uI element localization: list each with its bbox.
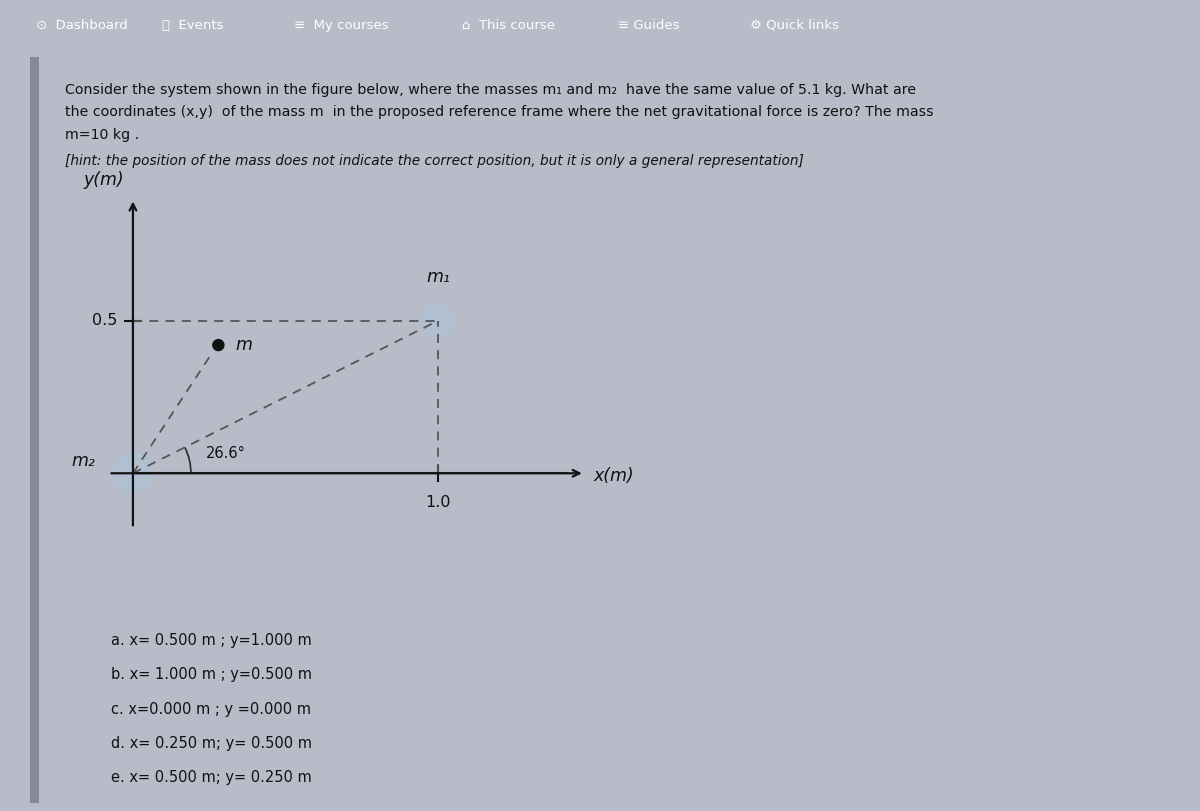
Text: ⛳  Events: ⛳ Events xyxy=(162,19,223,32)
Text: [hint: the position of the mass does not indicate the correct position, but it i: [hint: the position of the mass does not… xyxy=(65,154,804,168)
Text: m=10 kg .: m=10 kg . xyxy=(65,127,139,142)
Text: ⊙  Dashboard: ⊙ Dashboard xyxy=(36,19,127,32)
Circle shape xyxy=(421,304,455,337)
Circle shape xyxy=(212,340,224,350)
Text: c. x=0.000 m ; y =0.000 m: c. x=0.000 m ; y =0.000 m xyxy=(110,702,311,717)
Text: 1.0: 1.0 xyxy=(425,495,451,509)
Text: ≡ Guides: ≡ Guides xyxy=(618,19,679,32)
FancyBboxPatch shape xyxy=(30,57,40,803)
Text: the coordinates (x,y)  of the mass m  in the proposed reference frame where the : the coordinates (x,y) of the mass m in t… xyxy=(65,105,934,119)
Text: ⚙ Quick links: ⚙ Quick links xyxy=(750,19,839,32)
Text: m₂: m₂ xyxy=(71,452,95,470)
Text: d. x= 0.250 m; y= 0.500 m: d. x= 0.250 m; y= 0.500 m xyxy=(110,736,312,751)
Text: ≡  My courses: ≡ My courses xyxy=(294,19,389,32)
Text: ⌂  This course: ⌂ This course xyxy=(462,19,554,32)
Text: b. x= 1.000 m ; y=0.500 m: b. x= 1.000 m ; y=0.500 m xyxy=(110,667,312,682)
Text: 26.6°: 26.6° xyxy=(206,446,246,461)
Text: x(m): x(m) xyxy=(594,467,635,485)
Text: m: m xyxy=(235,336,252,354)
Text: 0.5: 0.5 xyxy=(92,313,118,328)
Text: y(m): y(m) xyxy=(83,171,124,190)
Text: Consider the system shown in the figure below, where the masses m₁ and m₂  have : Consider the system shown in the figure … xyxy=(65,83,916,97)
Text: e. x= 0.500 m; y= 0.250 m: e. x= 0.500 m; y= 0.250 m xyxy=(110,770,312,785)
Text: m₁: m₁ xyxy=(426,268,450,285)
Text: a. x= 0.500 m ; y=1.000 m: a. x= 0.500 m ; y=1.000 m xyxy=(110,633,312,648)
Circle shape xyxy=(113,453,152,493)
